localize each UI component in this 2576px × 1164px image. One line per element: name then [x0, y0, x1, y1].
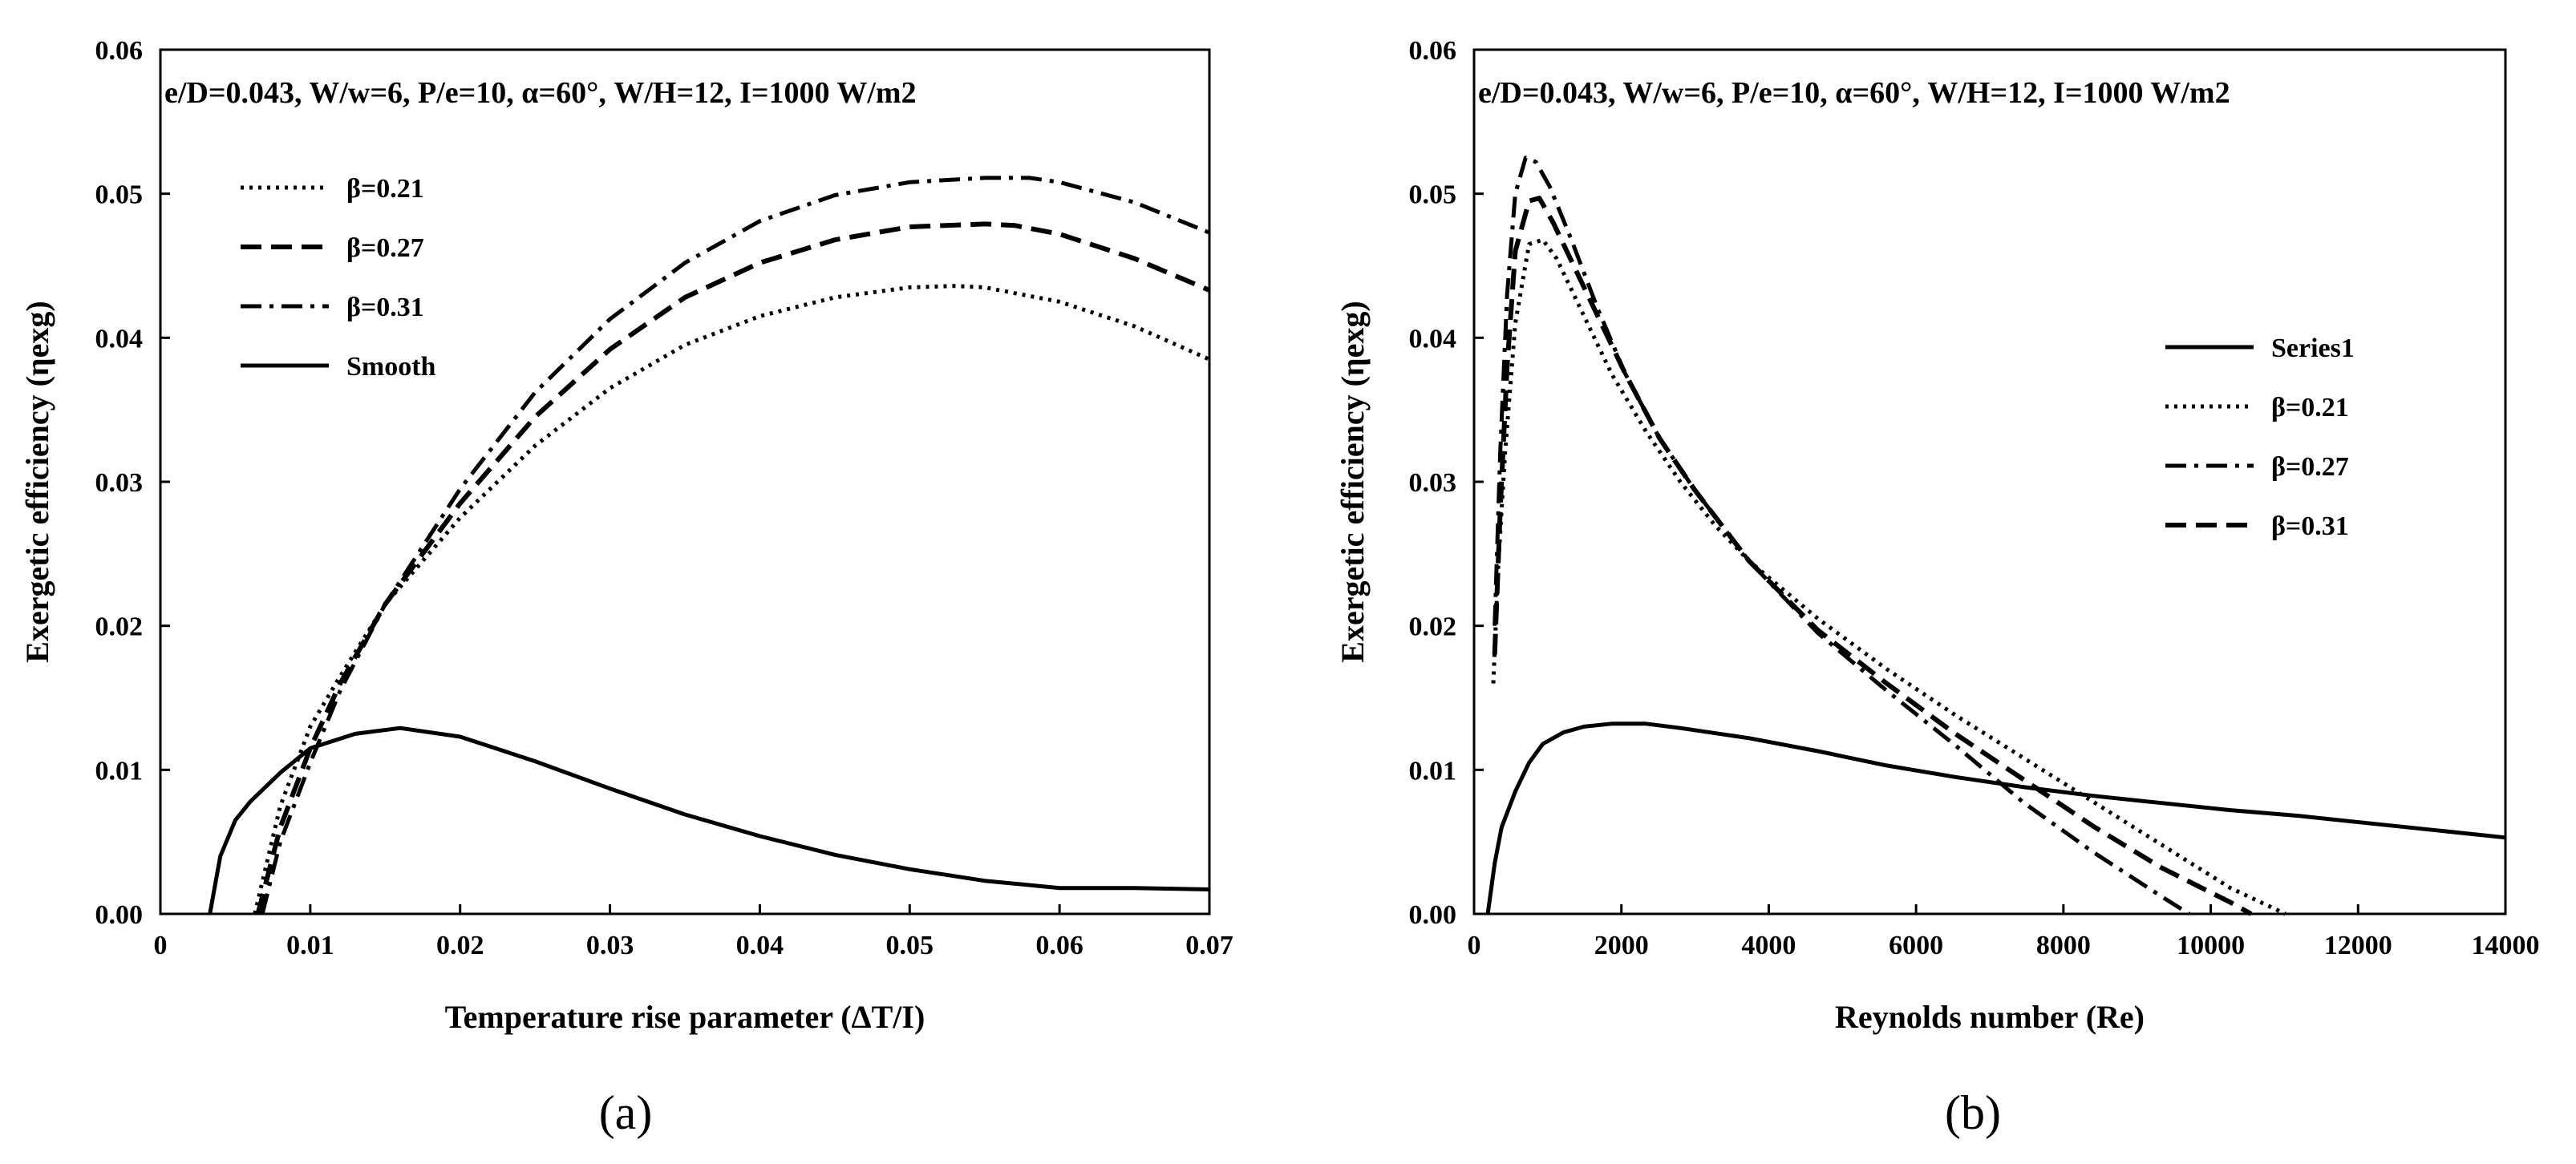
series-line-beta-0-31	[1492, 196, 2253, 916]
x-tick-label: 0.06	[1035, 931, 1083, 960]
legend-label-beta-0-27: β=0.27	[346, 233, 424, 263]
x-tick-label: 12000	[2324, 931, 2392, 960]
x-tick-label: 4000	[1741, 931, 1796, 960]
y-tick-label: 0.06	[1409, 36, 1457, 66]
x-tick-label: 8000	[2036, 931, 2091, 960]
series-line-smooth	[208, 725, 1210, 915]
x-tick-label: 0	[154, 931, 168, 960]
legend-label-smooth: Smooth	[346, 352, 436, 382]
series-lines-b	[1485, 156, 2506, 916]
series-lines-a	[208, 176, 1211, 915]
x-tick-label: 0.05	[886, 931, 934, 960]
y-tick-label: 0.05	[95, 180, 144, 210]
y-ticks-a: 0.00 0.01 0.02 0.03 0.04 0.05 0.06	[95, 36, 170, 930]
chart-panel-b: e/D=0.043, W/w=6, P/e=10, α=60°, W/H=12,…	[1335, 36, 2540, 1139]
y-tick-label: 0.01	[95, 756, 144, 786]
y-tick-label: 0.03	[1409, 468, 1457, 498]
y-tick-label: 0.04	[1409, 324, 1457, 354]
y-tick-label: 0.02	[1409, 612, 1457, 642]
x-tick-label: 0	[1468, 931, 1481, 960]
legend-label-beta-0-21: β=0.21	[346, 174, 424, 204]
series-line-beta-0-31	[260, 176, 1210, 915]
legend-b: Series1 β=0.21 β=0.27 β=0.31	[2165, 333, 2355, 541]
y-axis-label-b: Exergetic efficiency (ηexg)	[1335, 301, 1371, 662]
y-tick-label: 0.02	[95, 612, 144, 642]
y-tick-label: 0.00	[95, 900, 144, 930]
legend-label-series1: Series1	[2271, 333, 2355, 363]
y-tick-label: 0.03	[95, 468, 144, 498]
chart-title-a: e/D=0.043, W/w=6, P/e=10, α=60°, W/H=12,…	[164, 76, 917, 110]
x-tick-label: 0.01	[286, 931, 334, 960]
legend-a: β=0.21 β=0.27 β=0.31 Smooth	[241, 174, 436, 382]
x-tick-label: 6000	[1889, 931, 1943, 960]
legend-label-beta-0-31: β=0.31	[346, 293, 424, 322]
x-tick-label: 0.04	[736, 931, 784, 960]
x-ticks-a: 0 0.01 0.02 0.03 0.04 0.05 0.06 0.07	[154, 904, 1233, 960]
y-tick-label: 0.04	[95, 324, 144, 354]
chart-title-b: e/D=0.043, W/w=6, P/e=10, α=60°, W/H=12,…	[1478, 76, 2230, 110]
x-axis-label-a: Temperature rise parameter (ΔT/I)	[445, 999, 925, 1035]
y-tick-label: 0.05	[1409, 180, 1457, 210]
panel-label-b: (b)	[1945, 1086, 2001, 1139]
series-line-series1	[1485, 721, 2506, 915]
legend-label-beta-0-31: β=0.31	[2271, 511, 2349, 541]
series-line-beta-0-27	[255, 221, 1211, 915]
x-tick-label: 2000	[1594, 931, 1649, 960]
y-tick-label: 0.01	[1409, 756, 1457, 786]
series-line-beta-0-27	[1493, 156, 2190, 916]
legend-label-beta-0-21: β=0.21	[2271, 393, 2349, 422]
x-tick-label: 10000	[2177, 931, 2245, 960]
plot-frame-b	[1472, 48, 2507, 915]
x-tick-label: 0.03	[586, 931, 634, 960]
x-tick-label: 14000	[2472, 931, 2540, 960]
x-axis-label-b: Reynolds number (Re)	[1835, 999, 2145, 1035]
x-tick-label: 0.02	[436, 931, 484, 960]
y-tick-label: 0.06	[95, 36, 144, 66]
series-line-beta-0-21	[1491, 237, 2286, 916]
y-tick-label: 0.00	[1409, 900, 1457, 930]
y-ticks-b: 0.00 0.01 0.02 0.03 0.04 0.05 0.06	[1409, 36, 1484, 930]
x-tick-label: 0.07	[1185, 931, 1233, 960]
panel-label-a: (a)	[599, 1086, 653, 1139]
chart-panel-a: e/D=0.043, W/w=6, P/e=10, α=60°, W/H=12,…	[19, 36, 1233, 1139]
y-axis-label-a: Exergetic efficiency (ηexg)	[19, 301, 55, 662]
legend-label-beta-0-27: β=0.27	[2271, 452, 2349, 482]
x-ticks-b: 0 2000 4000 6000 8000 10000 12000 14000	[1468, 904, 2540, 960]
